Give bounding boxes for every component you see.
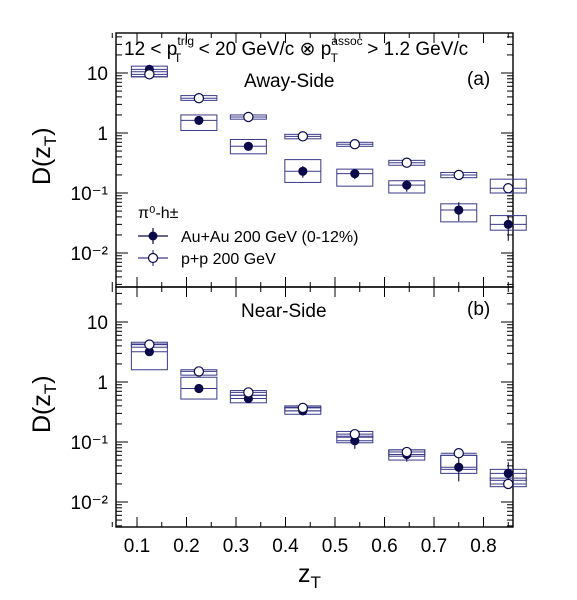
point-auau-a xyxy=(243,141,253,151)
legend: π⁰-h± Au+Au 200 GeV (0-12%) p+p 200 GeV xyxy=(138,205,358,268)
legend-entry-pp: p+p 200 GeV xyxy=(138,250,276,268)
legend-marker-filled xyxy=(148,231,158,241)
point-auau-a xyxy=(402,180,412,190)
y-axis-title-a: D(zT) xyxy=(28,127,60,185)
y-tick-label-a: 10⁻¹ xyxy=(71,184,109,205)
y-tick-label-b: 1 xyxy=(97,373,108,394)
x-tick-label: 0.5 xyxy=(322,536,348,557)
point-pp-b xyxy=(401,446,412,458)
x-tick-label: 0.1 xyxy=(124,536,150,557)
point-auau-a xyxy=(503,219,513,229)
x-tick-label: 0.3 xyxy=(223,536,249,557)
x-tick-label: 0.8 xyxy=(470,536,496,557)
point-pp-b xyxy=(453,448,464,459)
legend-label-auau: Au+Au 200 GeV (0-12%) xyxy=(181,229,358,246)
y-tick-label-a: 1 xyxy=(97,124,108,145)
point-pp-a xyxy=(453,169,464,181)
point-auau-a xyxy=(298,166,308,176)
point-pp-a xyxy=(243,111,254,123)
point-pp-a xyxy=(349,139,360,150)
legend-label-pp: p+p 200 GeV xyxy=(181,251,276,268)
y-tick-label-b: 10⁻² xyxy=(71,493,109,514)
point-pp-a xyxy=(401,157,412,168)
x-tick-label: 0.7 xyxy=(421,536,447,557)
y-tick-label-b: 10⁻¹ xyxy=(71,433,109,454)
point-pp-b xyxy=(297,402,309,414)
point-auau-b xyxy=(503,468,513,478)
legend-marker-open xyxy=(147,252,159,264)
point-pp-a xyxy=(144,69,155,80)
kinematics-label: 12 < ptrig T < 20 GeV/c ⊗ passoc T > 1.2 G… xyxy=(124,34,468,65)
legend-entry-auau: Au+Au 200 GeV (0-12%) xyxy=(138,228,358,246)
point-pp-a xyxy=(503,183,514,194)
panel-b-label: (b) xyxy=(467,299,490,320)
panel-b-frame xyxy=(115,286,514,528)
panel-b-title: Near-Side xyxy=(241,301,327,322)
panel-a-label: (a) xyxy=(467,69,490,90)
y-tick-label-a: 10⁻² xyxy=(71,244,109,265)
x-axis-title: zT xyxy=(298,560,321,592)
point-pp-b xyxy=(193,366,205,377)
point-auau-b xyxy=(194,383,204,394)
y-tick-label-b: 10 xyxy=(87,313,108,334)
point-auau-b xyxy=(144,347,154,357)
sys-box-auau-a xyxy=(180,114,218,132)
x-tick-label: 0.6 xyxy=(371,536,397,557)
point-pp-b xyxy=(503,478,514,490)
y-tick-label-a: 10 xyxy=(87,64,108,85)
point-auau-a xyxy=(454,205,464,215)
legend-header: π⁰-h± xyxy=(138,205,179,222)
point-auau-a xyxy=(194,115,204,126)
point-pp-b xyxy=(144,339,155,350)
x-tick-label: 0.2 xyxy=(173,536,199,557)
y-axis-title-b: D(zT) xyxy=(28,375,60,433)
point-pp-b xyxy=(243,387,254,398)
point-auau-b xyxy=(454,462,464,472)
point-pp-b xyxy=(349,428,360,440)
point-auau-a xyxy=(350,169,360,179)
panel-a-title: Away-Side xyxy=(244,71,334,92)
point-pp-a xyxy=(297,131,309,142)
point-pp-a xyxy=(193,93,205,104)
x-tick-label: 0.4 xyxy=(272,536,299,557)
